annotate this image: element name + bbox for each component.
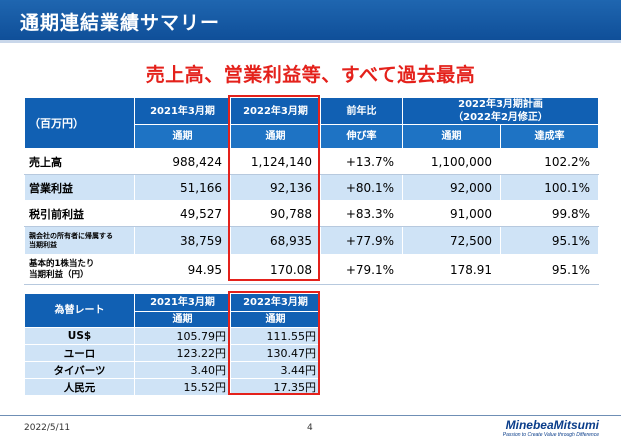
cell-plan: 178.91: [402, 254, 501, 285]
row-label: 税引前利益: [24, 200, 135, 227]
fx-sub-header-2021: 通期: [134, 311, 231, 328]
fx-label: 為替レート: [24, 293, 135, 328]
fx-cell-2022: 3.44円: [230, 361, 321, 379]
table-row: US$ 105.79円 111.55円: [24, 327, 321, 345]
footer-date: 2022/5/11: [24, 423, 71, 433]
cell-2021: 38,759: [134, 226, 231, 255]
cell-2022: 90,788: [230, 200, 321, 227]
header-bar: 通期連結業績サマリー: [0, 0, 621, 40]
sub-header-plan: 通期: [402, 124, 501, 149]
cell-yoy: +77.9%: [320, 226, 403, 255]
cell-rate: 99.8%: [499, 200, 600, 227]
col-header-2021: 2021年3月期: [134, 97, 231, 125]
cell-rate: 102.2%: [499, 148, 600, 175]
cell-plan: 1,100,000: [402, 148, 501, 175]
col-header-plan-text: 2022年3月期計画 （2022年2月修正）: [453, 99, 548, 123]
cell-2021: 49,527: [134, 200, 231, 227]
cell-2021: 51,166: [134, 174, 231, 201]
fx-cell-2021: 15.52円: [134, 378, 231, 396]
company-logo: MinebeaMitsumi Passion to Create Value t…: [503, 418, 599, 438]
fx-cell-2021: 3.40円: [134, 361, 231, 379]
cell-yoy: +79.1%: [320, 254, 403, 285]
sub-header-2022: 通期: [230, 124, 321, 149]
col-header-yoy: 前年比: [320, 97, 403, 125]
cell-2022: 1,124,140: [230, 148, 321, 175]
fx-cell-2021: 123.22円: [134, 344, 231, 362]
logo-tagline: Passion to Create Value through Differen…: [502, 432, 599, 438]
cell-rate: 95.1%: [499, 254, 600, 285]
footer-divider: [0, 415, 621, 416]
cell-2021: 94.95: [134, 254, 231, 285]
table-row: 基本的1株当たり 当期利益（円） 94.95 170.08 +79.1% 178…: [24, 254, 600, 285]
table-row: 税引前利益 49,527 90,788 +83.3% 91,000 99.8%: [24, 200, 600, 227]
row-label: 営業利益: [24, 174, 135, 201]
fx-currency: ユーロ: [24, 344, 135, 362]
table-row: 営業利益 51,166 92,136 +80.1% 92,000 100.1%: [24, 174, 600, 201]
cell-plan: 92,000: [402, 174, 501, 201]
table-row: 売上高 988,424 1,124,140 +13.7% 1,100,000 1…: [24, 148, 600, 175]
page-number: 4: [307, 423, 313, 433]
fx-col-header-2022: 2022年3月期: [230, 293, 321, 312]
cell-2021: 988,424: [134, 148, 231, 175]
cell-2022: 68,935: [230, 226, 321, 255]
fx-cell-2022: 111.55円: [230, 327, 321, 345]
headline: 売上高、営業利益等、すべて過去最高: [145, 64, 476, 86]
col-header-plan: 2022年3月期計画 （2022年2月修正）: [401, 97, 600, 125]
table-row: 人民元 15.52円 17.35円: [24, 378, 321, 396]
sub-header-2021: 通期: [134, 124, 231, 149]
page-title: 通期連結業績サマリー: [20, 12, 221, 34]
row-label: 親会社の所有者に帰属する 当期利益: [24, 226, 135, 255]
cell-2022: 92,136: [230, 174, 321, 201]
fx-rate-table: 為替レート 2021年3月期 2022年3月期 通期 通期 US$ 105.79…: [24, 293, 321, 396]
fx-currency: US$: [24, 327, 135, 345]
cell-plan: 72,500: [402, 226, 501, 255]
fx-currency: 人民元: [24, 378, 135, 396]
fx-sub-header-2022: 通期: [230, 311, 321, 328]
table-row: タイバーツ 3.40円 3.44円: [24, 361, 321, 379]
header-stripe: [0, 40, 621, 43]
fx-currency: タイバーツ: [24, 361, 135, 379]
row-label: 基本的1株当たり 当期利益（円）: [24, 254, 135, 285]
sub-header-growth: 伸び率: [320, 124, 403, 149]
table-row: ユーロ 123.22円 130.47円: [24, 344, 321, 362]
cell-yoy: +83.3%: [320, 200, 403, 227]
fx-cell-2021: 105.79円: [134, 327, 231, 345]
table-row: 親会社の所有者に帰属する 当期利益 38,759 68,935 +77.9% 7…: [24, 226, 600, 255]
row-label: 売上高: [24, 148, 135, 175]
cell-yoy: +80.1%: [320, 174, 403, 201]
unit-label: （百万円）: [24, 97, 135, 149]
logo-wordmark: MinebeaMitsumi: [505, 418, 599, 432]
sub-header-achieve: 達成率: [499, 124, 600, 149]
cell-rate: 100.1%: [499, 174, 600, 201]
fx-cell-2022: 130.47円: [230, 344, 321, 362]
col-header-2022: 2022年3月期: [230, 97, 321, 125]
cell-rate: 95.1%: [499, 226, 600, 255]
cell-yoy: +13.7%: [320, 148, 403, 175]
fx-col-header-2021: 2021年3月期: [134, 293, 231, 312]
cell-2022: 170.08: [230, 254, 321, 285]
cell-plan: 91,000: [402, 200, 501, 227]
results-table: （百万円） 2021年3月期 2022年3月期 前年比 2022年3月期計画 （…: [24, 97, 600, 285]
fx-cell-2022: 17.35円: [230, 378, 321, 396]
